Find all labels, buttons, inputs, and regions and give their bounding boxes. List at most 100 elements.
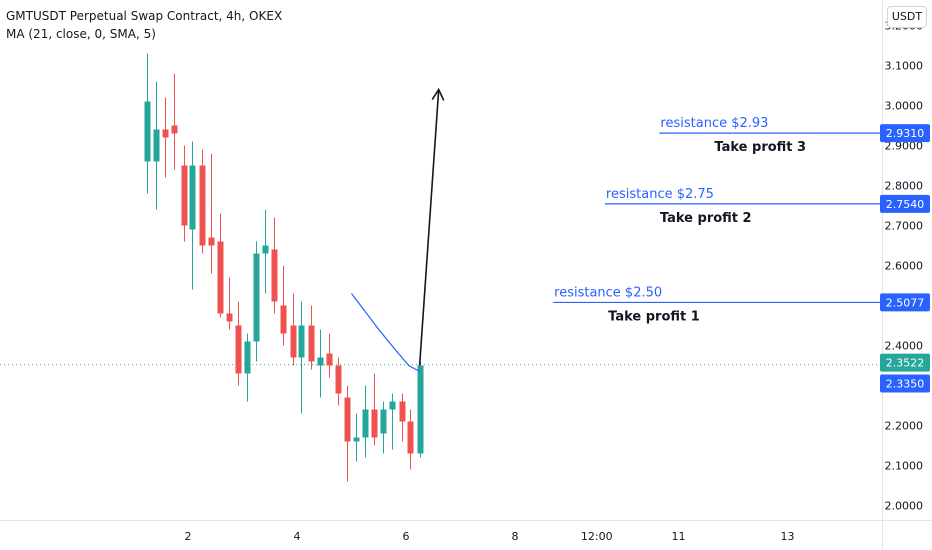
candle-body <box>189 165 196 230</box>
candle-body <box>171 125 178 134</box>
price-tick-label: 2.8000 <box>885 180 924 193</box>
candle <box>253 241 260 362</box>
candle-body <box>226 313 233 322</box>
price-tick-label: 2.0000 <box>885 500 924 513</box>
candle <box>217 213 224 318</box>
candle <box>371 373 378 446</box>
arrow-head <box>431 87 445 101</box>
candle-body <box>208 237 215 246</box>
price-tick-label: 2.2000 <box>885 420 924 433</box>
candles <box>144 53 424 482</box>
candle <box>362 385 369 458</box>
candle <box>298 301 305 414</box>
time-tick-label: 11 <box>672 530 686 543</box>
candle-body <box>280 305 287 334</box>
resistance-level: resistance $2.50 Take profit 1 2.5077 <box>553 285 930 324</box>
candle-body <box>417 365 424 454</box>
candle-body <box>271 249 278 302</box>
candle-body <box>153 129 160 162</box>
candle-body <box>362 409 369 438</box>
candle-body <box>389 401 396 410</box>
price-tag-text: 2.3350 <box>886 378 925 391</box>
candle <box>317 329 324 398</box>
price-tick-label: 2.1000 <box>885 460 924 473</box>
candle-body <box>308 325 315 362</box>
candle <box>208 153 215 274</box>
candle <box>280 265 287 346</box>
candle <box>262 209 269 294</box>
time-tick-label: 13 <box>781 530 795 543</box>
time-axis: 2 4 6 8 12:00 11 13 <box>185 530 795 543</box>
candle-body <box>353 437 360 442</box>
price-tag-bg <box>880 374 930 393</box>
candle <box>244 333 251 402</box>
candle <box>235 301 242 386</box>
time-tick-label: 6 <box>403 530 410 543</box>
candle <box>171 73 178 170</box>
candle <box>199 149 206 254</box>
candle-body <box>235 325 242 374</box>
candle-body <box>290 325 297 358</box>
candle-body <box>199 165 206 246</box>
candle <box>407 409 414 470</box>
moving-average-line <box>351 293 420 373</box>
resistance-level: resistance $2.75 Take profit 2 2.7540 <box>604 187 930 226</box>
candle-body <box>371 409 378 438</box>
candle <box>226 277 233 330</box>
candle <box>344 385 351 482</box>
price-tick-label: 2.9000 <box>885 140 924 153</box>
candle <box>326 333 333 378</box>
candle-body <box>262 245 269 254</box>
take-profit-label: Take profit 3 <box>714 140 806 155</box>
candle <box>335 357 342 406</box>
candle-body <box>380 409 387 434</box>
resistance-level: resistance $2.93 Take profit 3 2.9310 <box>659 116 930 155</box>
candle-body <box>344 397 351 442</box>
chart-title: GMTUSDT Perpetual Swap Contract, 4h, OKE… <box>6 9 283 23</box>
time-tick-label: 8 <box>512 530 519 543</box>
candle-body <box>162 129 169 138</box>
price-tick-label: 3.1000 <box>885 60 924 73</box>
arrow-shaft <box>418 89 440 366</box>
time-tick-label: 2 <box>185 530 192 543</box>
candle-body <box>326 353 333 366</box>
price-tick-label: 3.0000 <box>885 100 924 113</box>
candle-body <box>335 365 342 394</box>
price-tag-bg <box>880 353 930 372</box>
candle <box>162 97 169 178</box>
currency-button[interactable]: USDT <box>887 6 927 28</box>
candle <box>290 293 297 366</box>
resistance-price-tag <box>880 293 930 312</box>
candle-body <box>399 401 406 422</box>
resistance-price-tag-text: 2.5077 <box>886 296 925 309</box>
candle <box>399 393 406 442</box>
time-tick-label: 12:00 <box>581 530 613 543</box>
candle-body <box>253 253 260 342</box>
last-price-tag: 2.3522 <box>880 353 930 372</box>
candle-body <box>407 421 414 454</box>
candle <box>380 401 387 454</box>
candle-body <box>217 241 224 314</box>
resistance-label: resistance $2.50 <box>554 285 662 300</box>
candle <box>308 305 315 370</box>
candle-body <box>181 165 188 226</box>
indicator-legend: MA (21, close, 0, SMA, 5) <box>6 27 156 41</box>
candle <box>144 53 151 194</box>
candle-body <box>317 357 324 366</box>
candle <box>389 393 396 450</box>
candle <box>181 145 188 242</box>
resistance-label: resistance $2.75 <box>606 187 714 202</box>
time-tick-label: 4 <box>294 530 301 543</box>
take-profit-label: Take profit 2 <box>660 211 752 226</box>
candle <box>417 361 424 458</box>
price-tag-text: 2.3522 <box>886 357 925 370</box>
projection-arrow <box>418 87 445 366</box>
candle <box>271 217 278 314</box>
resistance-price-tag-text: 2.9310 <box>886 127 925 140</box>
resistance-price-tag <box>880 194 930 213</box>
candle-body <box>244 341 251 374</box>
candle <box>189 141 196 290</box>
price-axis: 3.20003.10003.00002.90002.80002.70002.60… <box>885 20 924 513</box>
